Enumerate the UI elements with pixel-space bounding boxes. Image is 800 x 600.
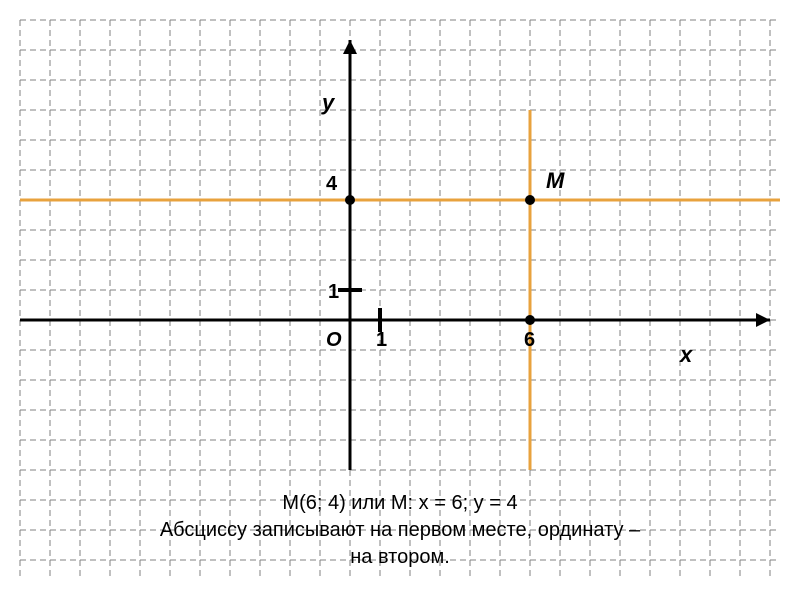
caption-block: M(6; 4) или M: x = 6; y = 4 Абсциссу зап… bbox=[0, 490, 800, 571]
svg-text:x: x bbox=[679, 342, 693, 367]
svg-text:O: O bbox=[326, 329, 342, 351]
svg-text:M: M bbox=[546, 168, 565, 193]
caption-line-3: на втором. bbox=[0, 544, 800, 571]
svg-text:6: 6 bbox=[524, 329, 535, 351]
svg-text:1: 1 bbox=[328, 281, 339, 303]
svg-text:4: 4 bbox=[326, 173, 338, 195]
caption-line-2: Абсциссу записывают на первом месте, орд… bbox=[0, 517, 800, 544]
svg-text:1: 1 bbox=[376, 329, 387, 351]
caption-line-1: M(6; 4) или M: x = 6; y = 4 bbox=[0, 490, 800, 517]
svg-text:y: y bbox=[321, 90, 336, 115]
coordinate-chart: y x O 1 1 4 6 M M(6; 4) или M: x = 6; y = 4 Абс… bbox=[0, 0, 800, 600]
